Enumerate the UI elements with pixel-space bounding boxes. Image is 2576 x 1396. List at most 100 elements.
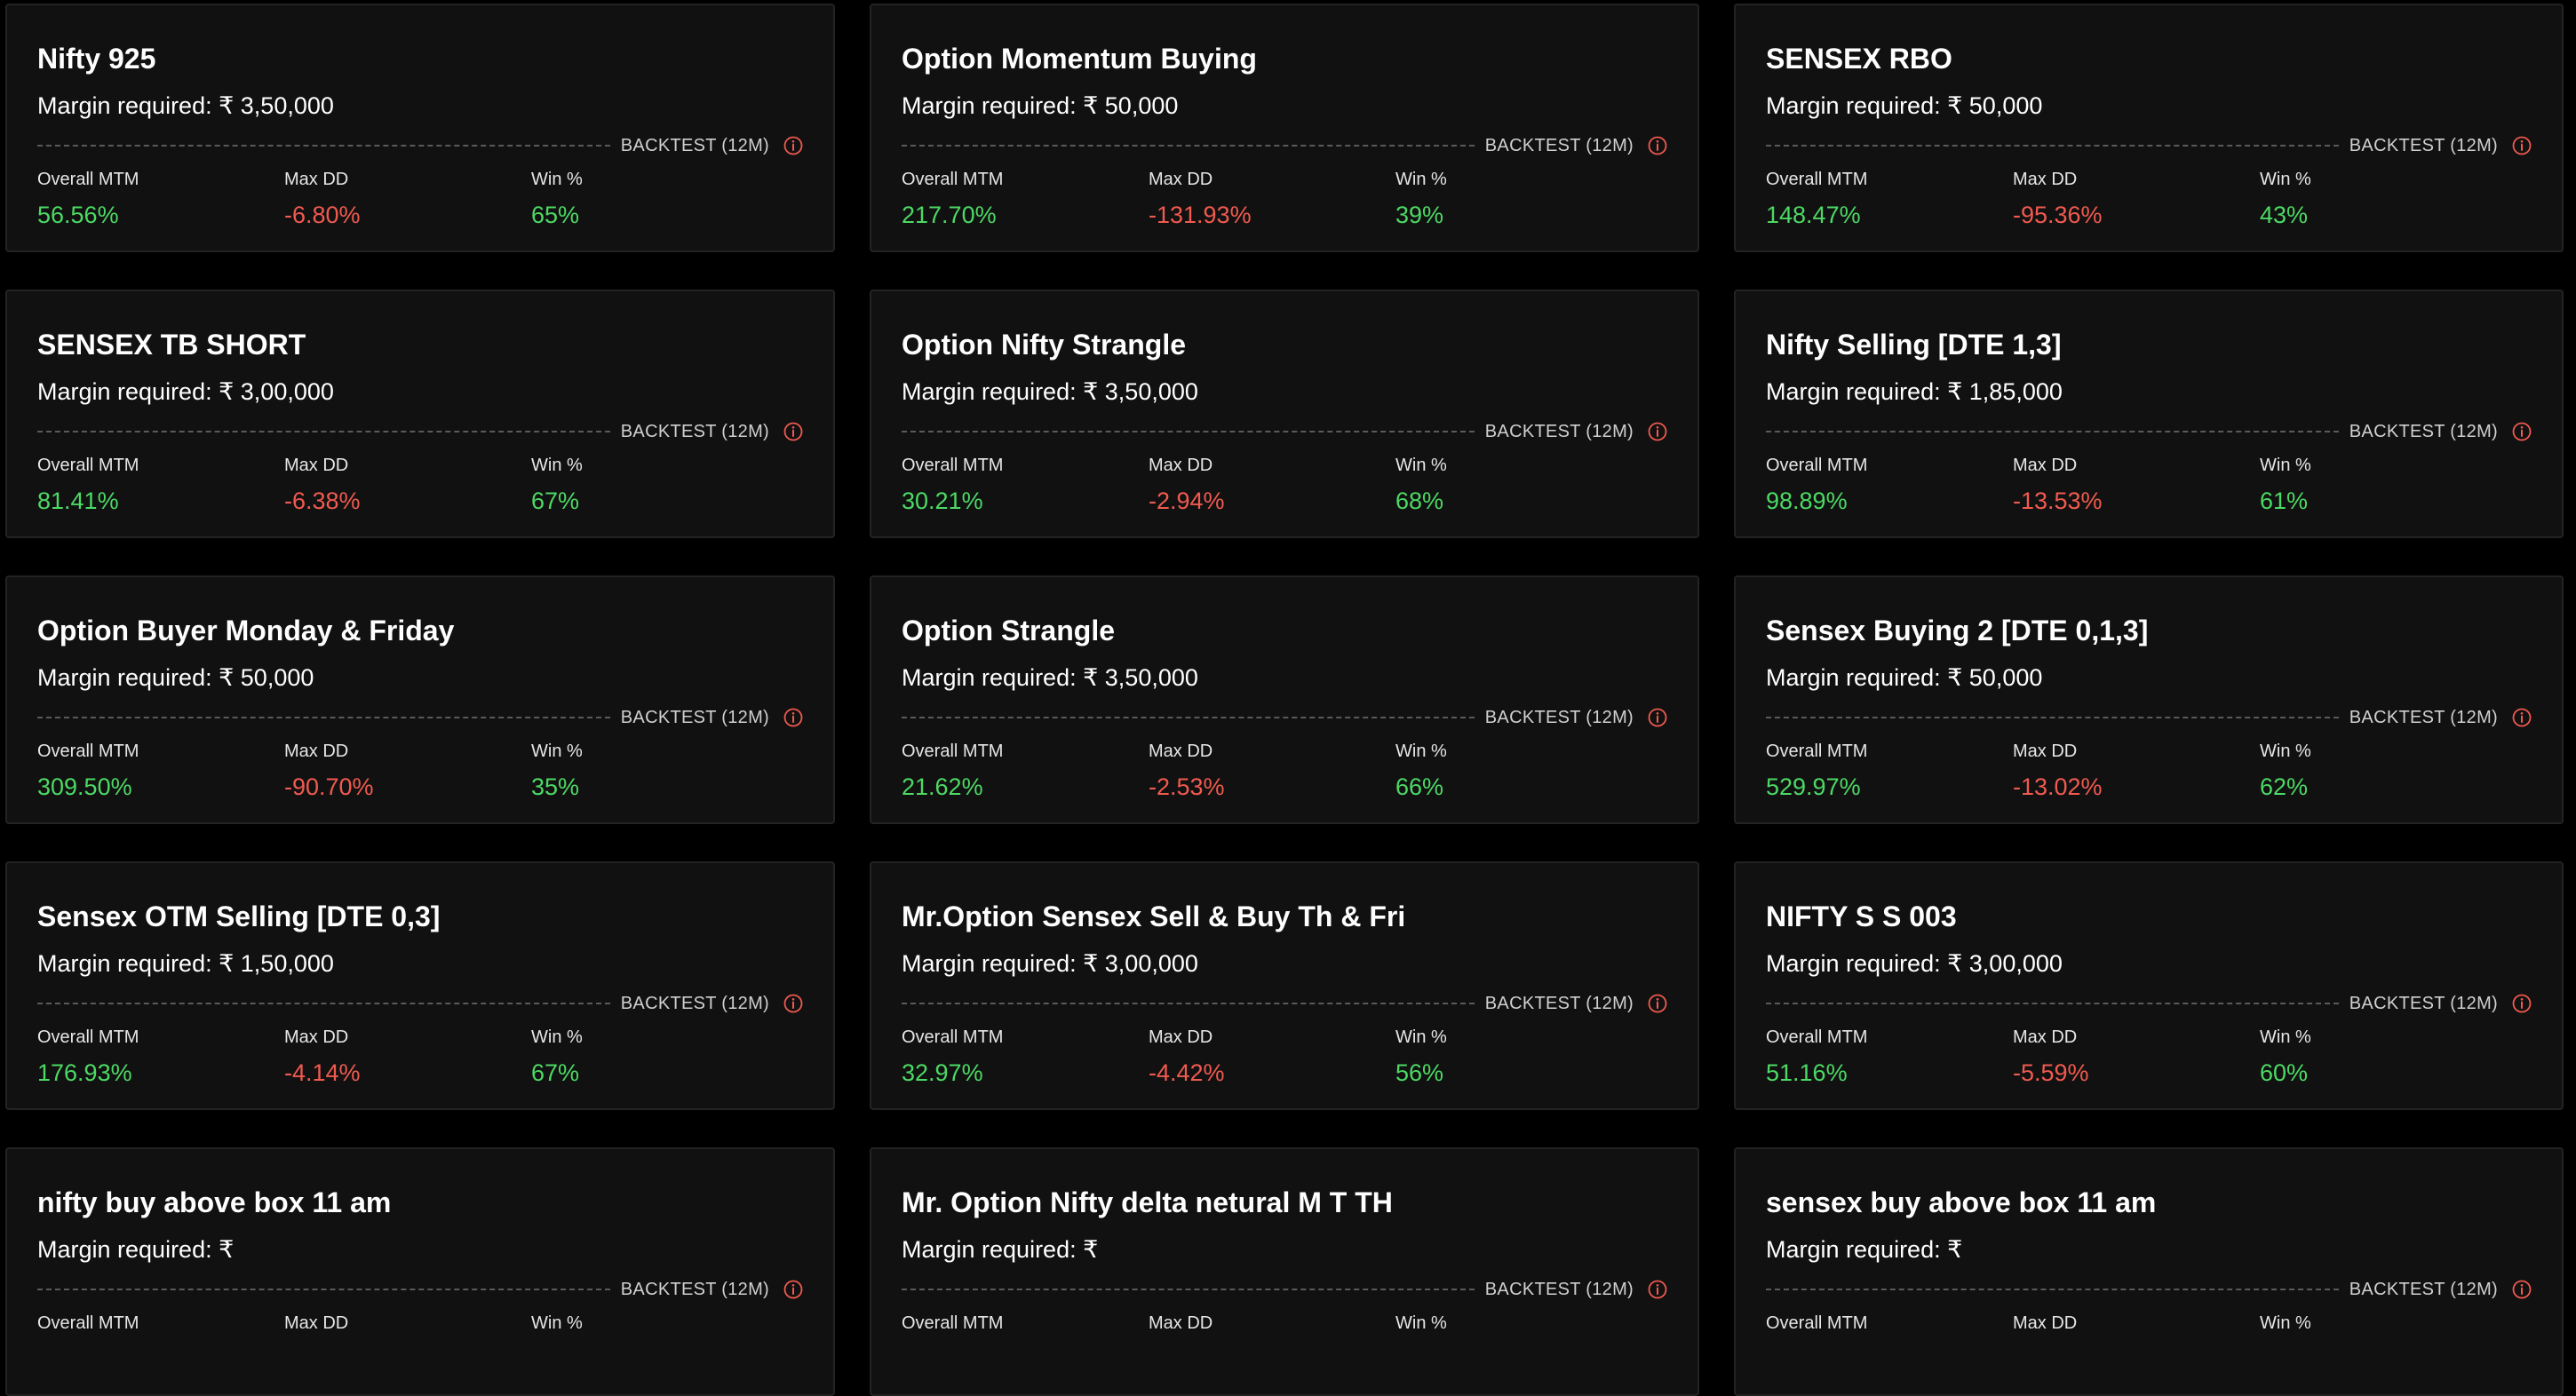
margin-required: Margin required: ₹ 50,000 <box>1766 91 2532 121</box>
overall-mtm-value: 529.97% <box>1766 773 1861 800</box>
stats-row: Overall MTM 148.47% Max DD -95.36% Win % 43% <box>1766 169 2532 229</box>
strategy-card[interactable]: Option Buyer Monday & Friday Margin requi… <box>5 575 835 824</box>
stat-label: Win % <box>1395 1027 1447 1047</box>
strategy-card[interactable]: Option Strangle Margin required: ₹ 3,50,0… <box>870 575 1699 824</box>
stat-win-pct: Win % 43% <box>2260 169 2507 229</box>
strategy-card[interactable]: Option Nifty Strangle Margin required: ₹ … <box>870 290 1699 538</box>
stat-label: Win % <box>531 742 583 761</box>
backtest-label: BACKTEST (12M) <box>2349 993 2498 1013</box>
info-icon[interactable] <box>2512 136 2532 155</box>
win-pct-value: 56% <box>1395 1059 1444 1086</box>
strategy-card[interactable]: Mr.Option Sensex Sell & Buy Th & Fri Marg… <box>870 861 1699 1110</box>
margin-required: Margin required: ₹ 50,000 <box>902 91 1667 121</box>
backtest-label: BACKTEST (12M) <box>2349 421 2498 441</box>
dashed-divider <box>902 145 1475 147</box>
margin-required: Margin required: ₹ 3,00,000 <box>902 948 1667 979</box>
stat-label: Overall MTM <box>1766 1313 1868 1333</box>
strategy-card[interactable]: Nifty 925 Margin required: ₹ 3,50,000 BACK… <box>5 4 835 252</box>
info-icon[interactable] <box>1648 136 1667 155</box>
strategy-card[interactable]: Nifty Selling [DTE 1,3] Margin required: … <box>1734 290 2564 538</box>
info-icon[interactable] <box>2512 708 2532 727</box>
stat-win-pct: Win % 61% <box>2260 455 2507 515</box>
info-icon[interactable] <box>783 136 803 155</box>
stat-label: Max DD <box>1149 170 1213 189</box>
overall-mtm-value: 309.50% <box>37 773 132 800</box>
stat-win-pct: Win % 62% <box>2260 741 2507 801</box>
stat-label: Win % <box>531 456 583 475</box>
margin-required-value: 3,50,000 <box>240 92 334 119</box>
margin-required-value: 3,00,000 <box>1968 950 2063 977</box>
info-icon[interactable] <box>2512 1280 2532 1299</box>
strategy-card[interactable]: SENSEX RBO Margin required: ₹ 50,000 BACKT… <box>1734 4 2564 252</box>
strategy-card[interactable]: NIFTY S S 003 Margin required: ₹ 3,00,000… <box>1734 861 2564 1110</box>
info-icon[interactable] <box>783 1280 803 1299</box>
win-pct-value: 35% <box>531 773 580 800</box>
margin-required-value: 50,000 <box>1968 664 2043 691</box>
stat-label: Overall MTM <box>37 1027 139 1047</box>
strategy-name: SENSEX RBO <box>1766 43 1952 75</box>
stat-label: Max DD <box>2013 170 2078 189</box>
stat-max-dd: Max DD -95.36% <box>2013 169 2260 229</box>
info-icon[interactable] <box>1648 422 1667 441</box>
win-pct-value: 43% <box>2260 202 2309 228</box>
info-icon[interactable] <box>1648 1280 1667 1299</box>
strategy-name: Nifty Selling [DTE 1,3] <box>1766 329 2062 361</box>
stat-label: Max DD <box>284 456 349 475</box>
stat-max-dd: Max DD -2.53% <box>1149 741 1395 801</box>
stats-row: Overall MTM 32.97% Max DD -4.42% Win % 56% <box>902 1027 1667 1087</box>
stat-win-pct: Win % 67% <box>531 455 778 515</box>
max-dd-value: -4.14% <box>284 1059 361 1086</box>
strategy-card[interactable]: Mr. Option Nifty delta netural M T TH Mar… <box>870 1147 1699 1396</box>
info-icon[interactable] <box>783 422 803 441</box>
stat-max-dd: Max DD -5.59% <box>2013 1027 2260 1087</box>
strategy-card[interactable]: sensex buy above box 11 am Margin require… <box>1734 1147 2564 1396</box>
stat-win-pct: Win % 67% <box>531 1027 778 1087</box>
stat-win-pct: Win % <box>531 1313 778 1344</box>
stats-row: Overall MTM 309.50% Max DD -90.70% Win % 35% <box>37 741 803 801</box>
margin-required-label: Margin required: ₹ <box>902 1236 1099 1263</box>
margin-required-label: Margin required: ₹ <box>1766 1236 1963 1263</box>
info-icon[interactable] <box>2512 994 2532 1013</box>
stats-row: Overall MTM Max DD Win % <box>902 1313 1667 1344</box>
strategy-card[interactable]: SENSEX TB SHORT Margin required: ₹ 3,00,0… <box>5 290 835 538</box>
stat-overall-mtm: Overall MTM 98.89% <box>1766 455 2013 515</box>
max-dd-value: -6.80% <box>284 202 361 228</box>
margin-required-label: Margin required: ₹ <box>902 378 1105 405</box>
strategy-card[interactable]: Sensex OTM Selling [DTE 0,3] Margin requi… <box>5 861 835 1110</box>
backtest-row: BACKTEST (12M) <box>1766 705 2532 730</box>
backtest-label: BACKTEST (12M) <box>620 421 769 441</box>
backtest-label: BACKTEST (12M) <box>1484 135 1634 155</box>
margin-required-value: 3,50,000 <box>1104 378 1198 405</box>
stat-win-pct: Win % 39% <box>1395 169 1642 229</box>
margin-required: Margin required: ₹ 50,000 <box>1766 662 2532 693</box>
backtest-row: BACKTEST (12M) <box>37 419 803 444</box>
info-icon[interactable] <box>1648 708 1667 727</box>
strategy-name: nifty buy above box 11 am <box>37 1186 392 1218</box>
strategy-card[interactable]: Sensex Buying 2 [DTE 0,1,3] Margin requir… <box>1734 575 2564 824</box>
stat-label: Win % <box>531 1313 583 1333</box>
stats-row: Overall MTM 529.97% Max DD -13.02% Win % 62% <box>1766 741 2532 801</box>
strategy-card[interactable]: nifty buy above box 11 am Margin required… <box>5 1147 835 1396</box>
info-icon[interactable] <box>783 994 803 1013</box>
info-icon[interactable] <box>1648 994 1667 1013</box>
info-icon[interactable] <box>783 708 803 727</box>
stats-row: Overall MTM 51.16% Max DD -5.59% Win % 60% <box>1766 1027 2532 1087</box>
stat-overall-mtm: Overall MTM <box>1766 1313 2013 1344</box>
stat-label: Max DD <box>2013 1027 2078 1047</box>
info-icon[interactable] <box>2512 422 2532 441</box>
margin-required-label: Margin required: ₹ <box>37 664 241 691</box>
stat-max-dd: Max DD -4.42% <box>1149 1027 1395 1087</box>
strategy-name: SENSEX TB SHORT <box>37 329 306 361</box>
margin-required: Margin required: ₹ 3,00,000 <box>1766 948 2532 979</box>
backtest-row: BACKTEST (12M) <box>37 991 803 1016</box>
overall-mtm-value: 32.97% <box>902 1059 983 1086</box>
stat-label: Win % <box>1395 1313 1447 1333</box>
strategy-card[interactable]: Option Momentum Buying Margin required: ₹… <box>870 4 1699 252</box>
stats-row: Overall MTM 98.89% Max DD -13.53% Win % 61% <box>1766 455 2532 515</box>
margin-required-label: Margin required: ₹ <box>902 950 1105 977</box>
stat-label: Overall MTM <box>902 742 1004 761</box>
backtest-row: BACKTEST (12M) <box>902 419 1667 444</box>
overall-mtm-value: 21.62% <box>902 773 983 800</box>
stat-overall-mtm: Overall MTM 30.21% <box>902 455 1149 515</box>
stat-label: Overall MTM <box>1766 170 1868 189</box>
